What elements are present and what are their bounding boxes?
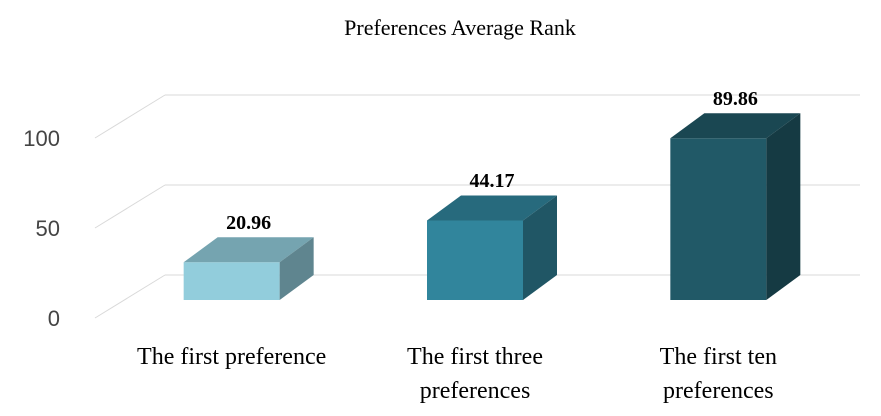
value-label: 44.17 <box>470 170 515 192</box>
bar-top <box>670 113 801 139</box>
y-tick-label: 0 <box>48 306 60 331</box>
value-label: 20.96 <box>226 212 271 234</box>
bar-side <box>523 195 557 300</box>
x-tick-label: The first three preferences <box>407 344 543 404</box>
chart-title: Preferences Average Rank <box>344 15 576 40</box>
bar-front <box>183 262 280 300</box>
x-tick-label: The first preference <box>137 344 327 370</box>
grid-line <box>94 274 166 319</box>
bar-top <box>183 237 314 263</box>
x-tick-label: The first ten preferences <box>659 344 777 404</box>
grid-line <box>94 184 166 229</box>
value-label: 89.86 <box>713 88 758 110</box>
bar-side <box>766 113 801 300</box>
bar-side <box>279 237 314 300</box>
bar-front <box>670 138 767 300</box>
grid-line <box>94 94 166 139</box>
bar-front <box>427 220 523 300</box>
y-tick-label: 50 <box>36 216 60 241</box>
bar-top <box>427 195 557 221</box>
y-tick-label: 100 <box>23 126 60 151</box>
